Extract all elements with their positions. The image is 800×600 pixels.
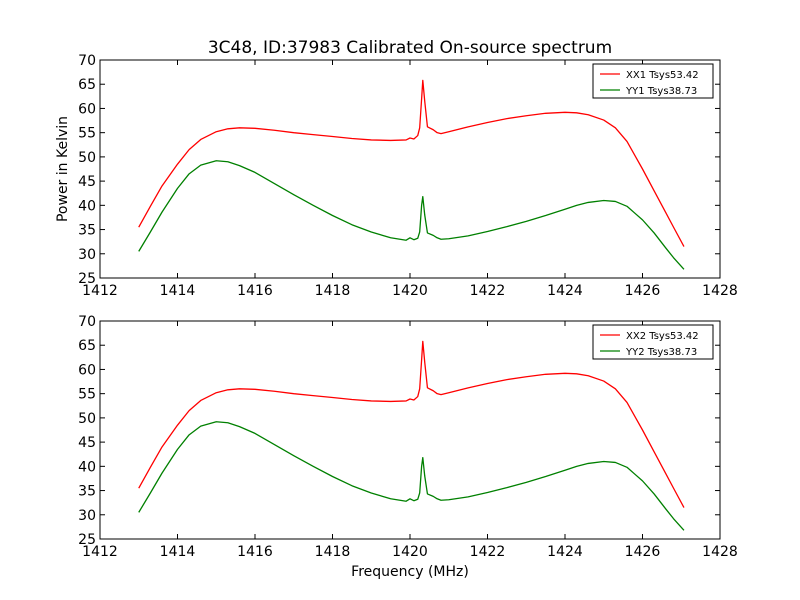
x-tick-label: 1424 <box>547 544 583 560</box>
x-tick-label: 1416 <box>237 544 273 560</box>
y-tick-label: 60 <box>78 101 96 117</box>
chart-title: 3C48, ID:37983 Calibrated On-source spec… <box>208 38 612 58</box>
x-tick-label: 1420 <box>392 544 428 560</box>
x-axis-label: Frequency (MHz) <box>351 564 469 580</box>
x-tick-label: 1412 <box>82 283 118 299</box>
y-tick-label: 50 <box>78 150 96 166</box>
x-tick-label: 1418 <box>315 283 351 299</box>
legend-entry: XX1 Tsys53.42 <box>626 70 699 81</box>
y-tick-label: 45 <box>78 435 96 451</box>
y-tick-label: 55 <box>78 126 96 142</box>
y-tick-label: 65 <box>78 338 96 354</box>
x-tick-label: 1422 <box>470 283 506 299</box>
y-tick-label: 55 <box>78 387 96 403</box>
y-tick-label: 40 <box>78 459 96 475</box>
x-tick-label: 1424 <box>547 283 583 299</box>
x-tick-label: 1422 <box>470 544 506 560</box>
y-tick-label: 70 <box>78 53 96 69</box>
legend-box <box>592 324 714 360</box>
y-tick-label: 30 <box>78 508 96 524</box>
bottom-spectrum-panel: Frequency (MHz) 1412 1414 1416 1418 1420 1422… <box>78 314 738 580</box>
y-tick-label: 70 <box>78 314 96 330</box>
series-line-xx <box>138 340 685 508</box>
y-tick-label: 60 <box>78 362 96 378</box>
y-axis-label: Power in Kelvin <box>55 116 71 222</box>
series-line-yy <box>138 160 685 270</box>
y-tick-label: 65 <box>78 77 96 93</box>
legend-entry: YY1 Tsys38.73 <box>625 86 697 97</box>
series-line-yy <box>138 421 685 531</box>
x-tick-label: 1426 <box>625 544 661 560</box>
y-tick-label: 25 <box>78 532 96 548</box>
x-tick-label: 1426 <box>625 283 661 299</box>
y-tick-label: 35 <box>78 223 96 239</box>
top-spectrum-panel: 3C48, ID:37983 Calibrated On-source spec… <box>55 38 738 299</box>
legend-entry: XX2 Tsys53.42 <box>626 331 699 342</box>
x-tick-label: 1414 <box>160 283 196 299</box>
y-tick-label: 40 <box>78 198 96 214</box>
x-tick-label: 1414 <box>160 544 196 560</box>
legend-box <box>592 63 714 99</box>
y-tick-label: 30 <box>78 247 96 263</box>
x-tick-label: 1416 <box>237 283 273 299</box>
x-tick-label: 1418 <box>315 544 351 560</box>
x-tick-label: 1420 <box>392 283 428 299</box>
x-tick-label: 1412 <box>82 544 118 560</box>
y-tick-label: 25 <box>78 271 96 287</box>
y-tick-label: 35 <box>78 484 96 500</box>
x-tick-label: 1428 <box>702 544 738 560</box>
legend-entry: YY2 Tsys38.73 <box>625 347 697 358</box>
series-line-xx <box>138 79 685 247</box>
y-tick-label: 50 <box>78 411 96 427</box>
y-tick-label: 45 <box>78 174 96 190</box>
x-tick-label: 1428 <box>702 283 738 299</box>
